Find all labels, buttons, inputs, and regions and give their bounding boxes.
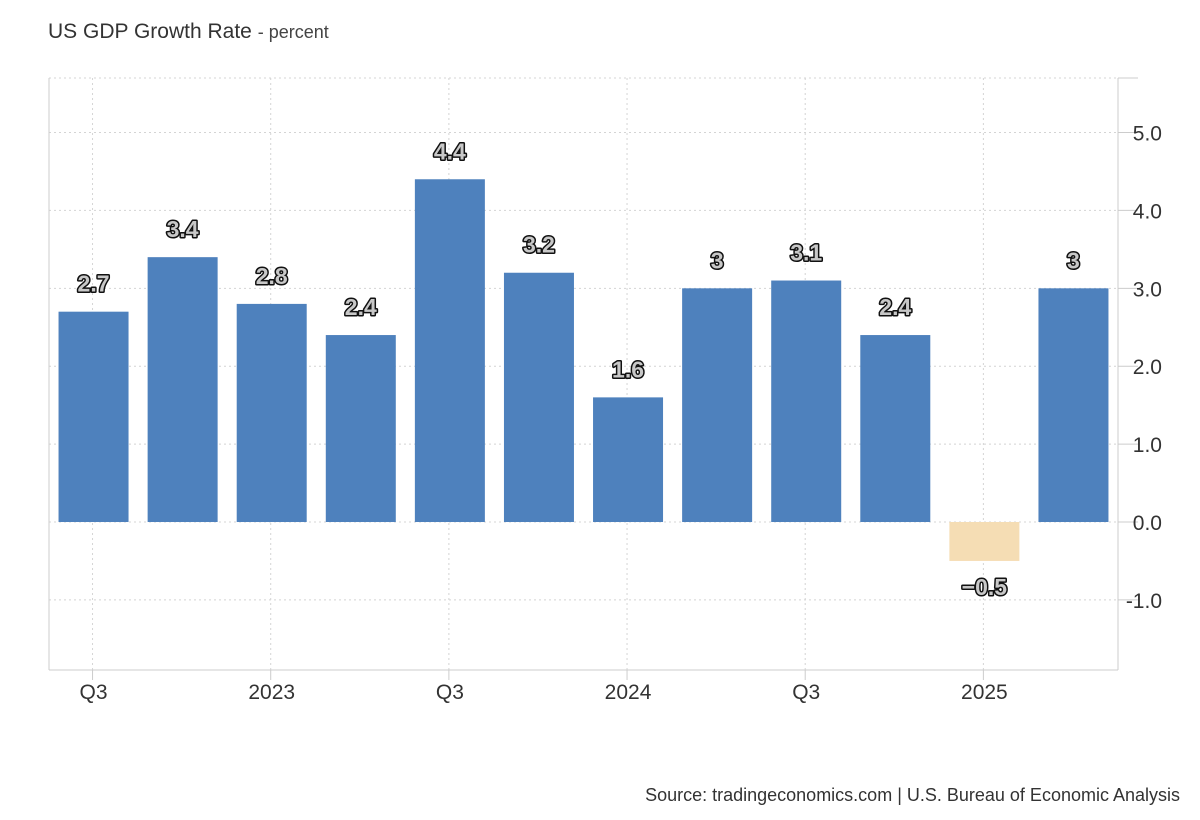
data-label: −0.5	[962, 574, 1008, 600]
bar[interactable]	[147, 257, 218, 522]
data-label: 1.6	[612, 356, 644, 382]
bar[interactable]	[949, 522, 1020, 561]
y-tick-label: 3.0	[1133, 278, 1162, 301]
bar[interactable]	[325, 335, 396, 522]
source-note: Source: tradingeconomics.com | U.S. Bure…	[645, 785, 1180, 805]
chart-unit: - percent	[257, 22, 329, 42]
y-tick-label: 1.0	[1133, 434, 1162, 457]
bar[interactable]	[1038, 288, 1109, 522]
bar[interactable]	[771, 280, 842, 522]
y-tick-label: 5.0	[1133, 123, 1162, 146]
bar[interactable]	[236, 303, 307, 522]
bar[interactable]	[503, 272, 574, 522]
y-tick-label: -1.0	[1126, 590, 1162, 613]
bar[interactable]	[860, 335, 931, 522]
chart-title-text: US GDP Growth Rate	[48, 20, 252, 43]
bar[interactable]	[682, 288, 753, 522]
x-tick-label: Q3	[436, 681, 464, 704]
bar[interactable]	[414, 179, 485, 522]
data-label: 2.8	[256, 263, 288, 289]
x-tick-label: Q3	[792, 681, 820, 704]
chart-area: 2.7 3.4 2.8 2.4 4.4 3.2 1.6 3 3.1 2.4 −0.5 3 -1.0 0.…	[48, 77, 1162, 704]
data-label: 3.1	[790, 240, 822, 266]
x-tick-label: 2023	[248, 681, 295, 704]
bar[interactable]	[58, 311, 129, 522]
y-tick-label: 0.0	[1133, 512, 1162, 535]
axes: -1.0 0.0 1.0 2.0 3.0 4.0 5.0 Q3 2023 Q3 2024 Q3 2025	[48, 77, 1162, 704]
bar[interactable]	[593, 397, 664, 522]
data-label: 2.4	[879, 294, 911, 320]
data-label: 4.4	[434, 138, 466, 164]
bars	[58, 179, 1109, 561]
x-tick-label: 2025	[961, 681, 1008, 704]
data-label: 2.4	[345, 294, 377, 320]
data-label: 2.7	[78, 271, 110, 297]
data-label: 3.4	[167, 216, 199, 242]
chart-title: US GDP Growth Rate - percent	[48, 20, 329, 44]
data-label: 3	[1067, 247, 1080, 273]
y-tick-label: 4.0	[1133, 200, 1162, 223]
data-labels: 2.7 3.4 2.8 2.4 4.4 3.2 1.6 3 3.1 2.4 −0.5 3	[76, 137, 1081, 602]
data-label: 3	[711, 247, 724, 273]
y-tick-label: 2.0	[1133, 356, 1162, 379]
x-tick-label: 2024	[605, 681, 652, 704]
x-tick-label: Q3	[80, 681, 108, 704]
data-label: 3.2	[523, 232, 555, 258]
